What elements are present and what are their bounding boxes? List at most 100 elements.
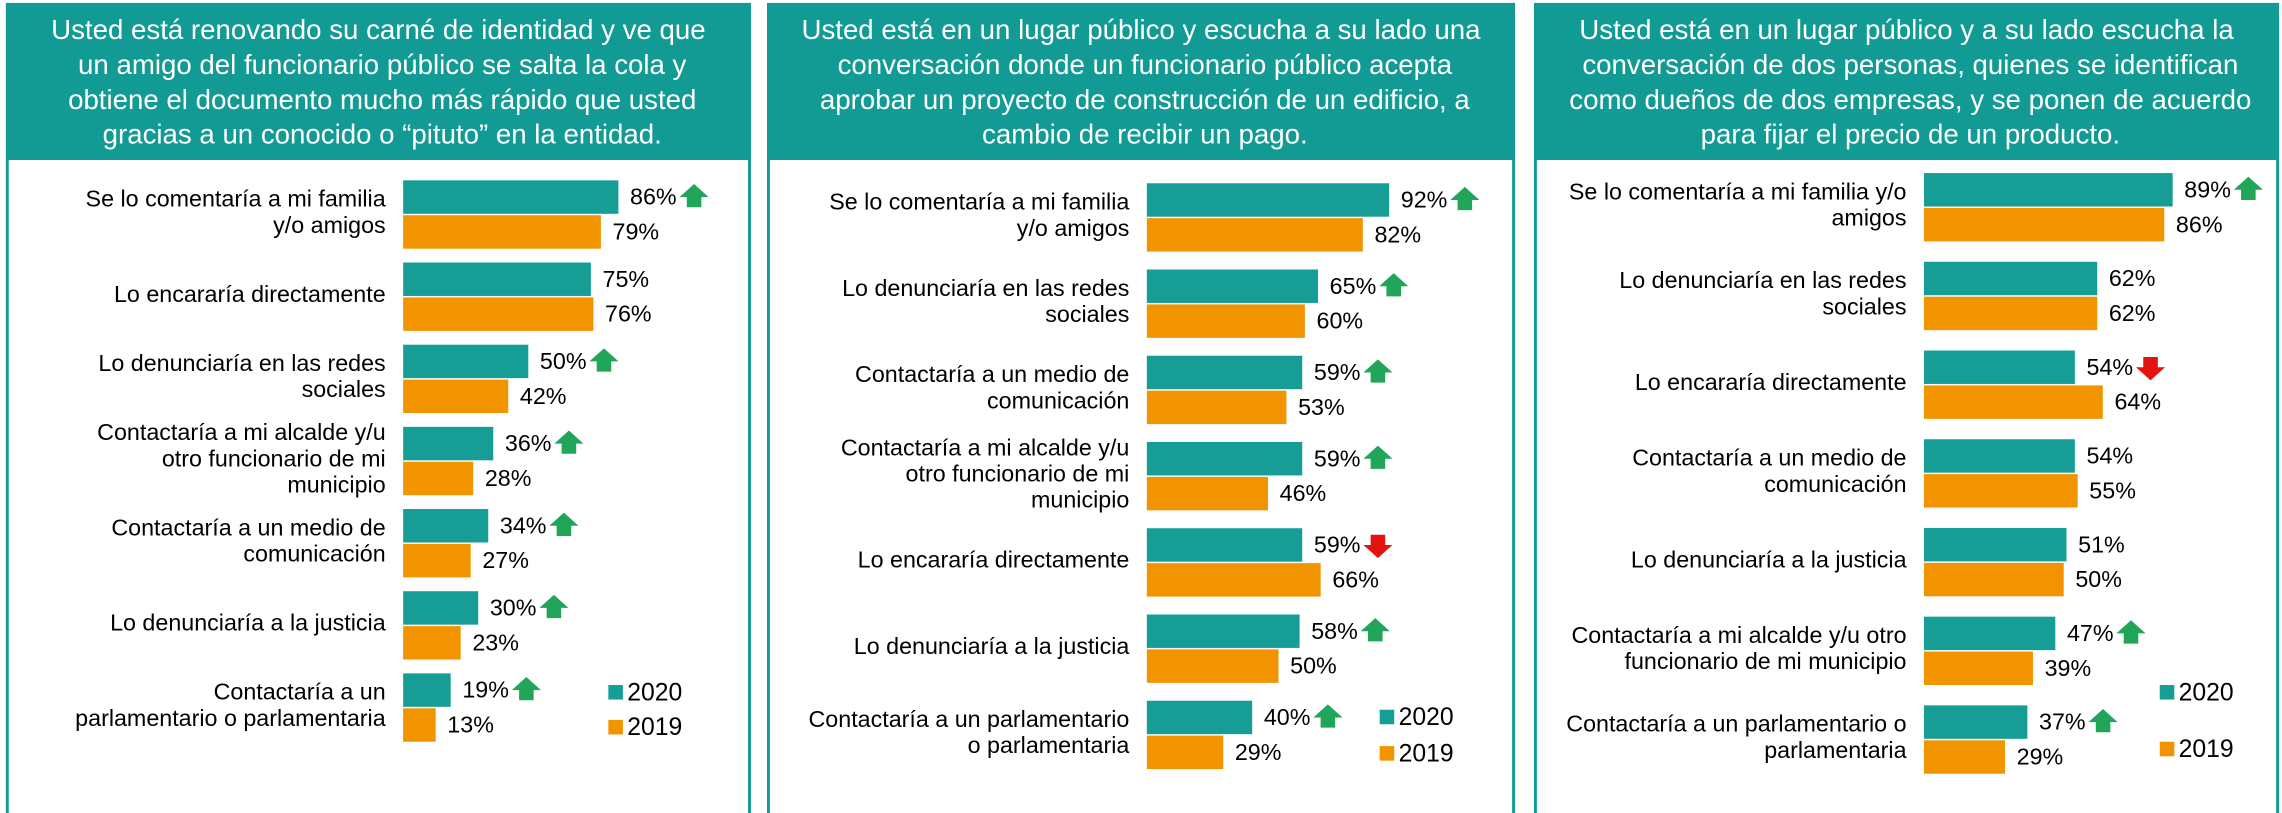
value-label: 36% bbox=[505, 430, 552, 456]
category-label: Lo encararía directamente bbox=[114, 281, 386, 307]
bar bbox=[403, 262, 591, 296]
trend-arrow bbox=[539, 594, 569, 619]
trend-arrow bbox=[2135, 357, 2166, 381]
value-label: 62% bbox=[2109, 265, 2156, 291]
text-line: para fijar el precio de un producto. bbox=[1693, 119, 2120, 150]
text-line: Contactaría a un medio de bbox=[111, 515, 385, 541]
value-label: 30% bbox=[490, 595, 537, 621]
text-line: Contactaría a un parlamentario o bbox=[1566, 711, 1906, 737]
chart-title: Usted está en un lugar público y escucha… bbox=[801, 14, 1481, 150]
category-label: Lo denunciaría a la justicia bbox=[854, 633, 1130, 659]
text-line: o parlamentaria bbox=[961, 732, 1129, 758]
legend-label: 2019 bbox=[627, 714, 682, 741]
bar bbox=[403, 509, 489, 543]
value-label: 89% bbox=[2184, 176, 2231, 202]
text-line: funcionario de mi municipio bbox=[1618, 648, 1906, 674]
legend-swatch bbox=[1379, 746, 1395, 761]
trend-arrow bbox=[679, 183, 709, 208]
value-label: 50% bbox=[540, 348, 587, 374]
trend-arrow bbox=[1450, 186, 1480, 211]
text-line: municipio bbox=[281, 472, 386, 498]
value-label: 50% bbox=[2075, 566, 2122, 592]
value-label: 42% bbox=[520, 383, 567, 409]
category-label: Se lo comentaría a mi familia y/o amigos bbox=[829, 189, 1129, 241]
value-label: 51% bbox=[2078, 531, 2125, 557]
bar bbox=[1146, 735, 1224, 770]
bar bbox=[403, 215, 601, 249]
bar bbox=[403, 673, 451, 707]
value-label: 59% bbox=[1314, 359, 1361, 385]
value-label: 76% bbox=[605, 301, 652, 327]
legend-swatch bbox=[1379, 709, 1395, 725]
legend-label: 2019 bbox=[1399, 740, 1454, 767]
text-line: Lo denunciaría a la justicia bbox=[1631, 547, 1907, 573]
bar bbox=[1146, 563, 1321, 597]
text-line: sociales bbox=[295, 376, 386, 402]
value-label: 37% bbox=[2039, 709, 2086, 735]
value-label: 46% bbox=[1280, 480, 1327, 506]
bar bbox=[1146, 269, 1319, 303]
category-label: Contactaría a un parlamentario o parlame… bbox=[69, 679, 386, 731]
text-line: y/o amigos bbox=[267, 212, 386, 238]
legend-label: 2020 bbox=[627, 679, 682, 706]
text-line: y/o amigos bbox=[1010, 215, 1129, 241]
value-label: 82% bbox=[1374, 221, 1421, 247]
value-label: 86% bbox=[2176, 211, 2223, 237]
bar bbox=[1923, 562, 2064, 597]
bar bbox=[1146, 614, 1300, 648]
trend-arrow bbox=[589, 348, 619, 372]
text-line: Se lo comentaría a mi familia bbox=[829, 189, 1129, 215]
trend-arrow bbox=[2088, 709, 2118, 733]
category-label: Lo denunciaría a la justicia bbox=[1631, 547, 1907, 573]
value-label: 29% bbox=[2017, 744, 2064, 770]
text-line: parlamentario o parlamentaria bbox=[69, 705, 386, 731]
bar bbox=[403, 626, 461, 660]
value-label: 79% bbox=[613, 219, 660, 245]
bar bbox=[1923, 527, 2067, 562]
panel-header bbox=[7, 4, 750, 160]
trend-arrow bbox=[2116, 620, 2146, 644]
value-label: 55% bbox=[2089, 477, 2136, 503]
bar bbox=[1146, 476, 1268, 511]
bar bbox=[1146, 441, 1303, 476]
text-line: aprobar un proyecto de construcción de u… bbox=[812, 84, 1470, 115]
value-label: 92% bbox=[1401, 187, 1448, 213]
legend-swatch bbox=[608, 685, 623, 700]
value-label: 28% bbox=[485, 465, 532, 491]
legend-swatch bbox=[2159, 741, 2175, 757]
text-line: Se lo comentaría a mi familia y/o bbox=[1569, 179, 1907, 205]
category-label: Contactaría a un medio de comunicación bbox=[111, 515, 385, 567]
category-label: Se lo comentaría a mi familia y/o amigos bbox=[1569, 179, 1907, 231]
panel-header bbox=[1535, 4, 2278, 160]
text-line: otro funcionario de mi bbox=[155, 445, 385, 471]
value-label: 29% bbox=[1235, 739, 1282, 765]
text-line: un amigo del funcionario público se salt… bbox=[70, 49, 686, 80]
bar bbox=[1923, 350, 2075, 384]
category-label: Contactaría a un medio de comunicación bbox=[855, 361, 1129, 413]
panel-header bbox=[768, 4, 1514, 160]
value-label: 62% bbox=[2109, 300, 2156, 326]
value-label: 66% bbox=[1332, 566, 1379, 592]
value-label: 47% bbox=[2067, 620, 2114, 646]
value-label: 23% bbox=[472, 629, 519, 655]
category-label: Lo denunciaría en las redes sociales bbox=[842, 275, 1129, 327]
bar bbox=[1146, 700, 1253, 735]
category-label: Contactaría a un medio de comunicación bbox=[1632, 445, 1906, 497]
legend-swatch bbox=[2159, 685, 2175, 700]
bar bbox=[1923, 439, 2075, 473]
text-line: Lo denunciaría en las redes bbox=[1619, 267, 1906, 293]
trend-arrow bbox=[1360, 618, 1390, 642]
chart-title: Usted está renovando su carné de identid… bbox=[51, 14, 705, 150]
bar bbox=[1146, 218, 1363, 252]
category-label: Contactaría a mi alcalde y/u otro funcio… bbox=[97, 419, 385, 497]
text-line: Lo denunciaría en las redes bbox=[98, 350, 385, 376]
text-line: Usted está renovando su carné de identid… bbox=[51, 14, 705, 45]
bar bbox=[403, 344, 529, 379]
value-label: 39% bbox=[2045, 655, 2092, 681]
text-line: otro funcionario de mi bbox=[899, 461, 1129, 487]
bar bbox=[1923, 296, 2098, 331]
text-line: Contactaría a un bbox=[214, 679, 386, 705]
legend-label: 2020 bbox=[2179, 679, 2234, 706]
